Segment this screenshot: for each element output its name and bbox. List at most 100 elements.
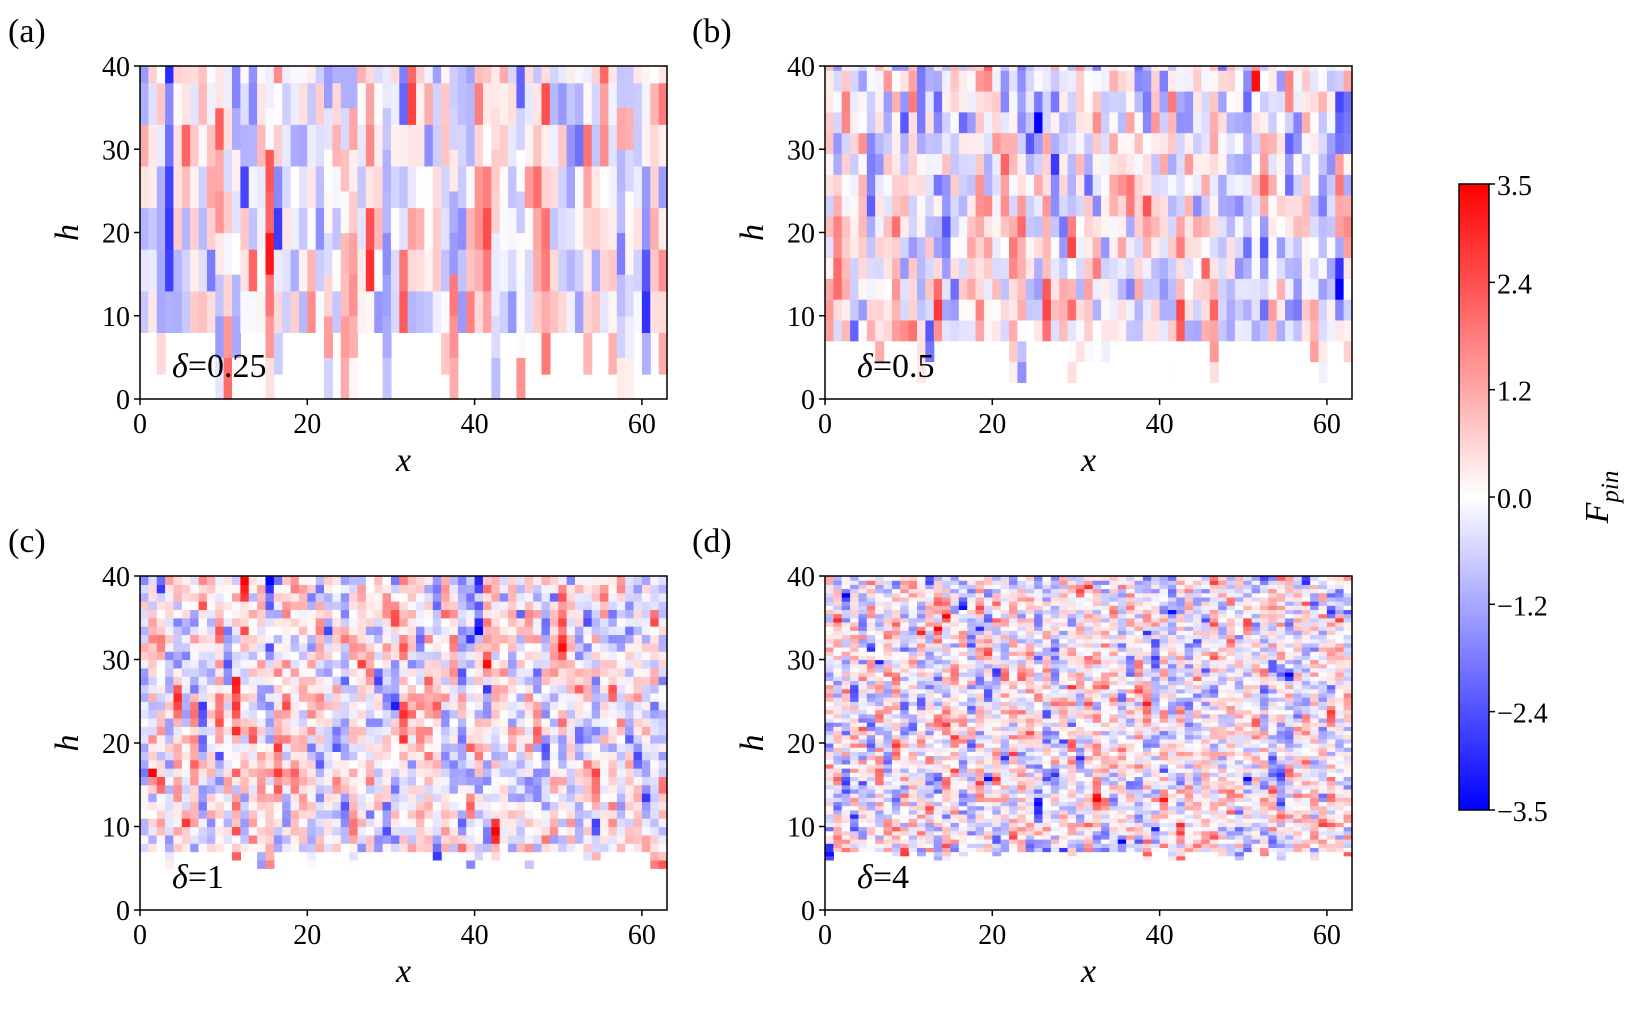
heat-cell [466,124,476,167]
heat-cell [181,609,191,619]
heat-cell [190,793,200,803]
heat-cell [850,768,860,773]
heat-cell [198,667,208,677]
heat-cell [917,646,926,652]
heat-cell [257,692,267,702]
heat-cell [1000,768,1010,773]
heat-cell [248,692,258,702]
heat-cell [474,642,484,652]
heat-cell [858,747,868,752]
heat-cell [825,743,834,748]
heat-cell [324,315,333,358]
heat-cell [449,609,459,619]
heat-cell [1000,801,1010,807]
heat-cell [925,692,935,698]
heat-cell [908,90,918,113]
heat-cell [524,726,534,736]
heat-cell [658,709,668,719]
heat-cell [833,688,843,694]
heat-cell [850,592,860,598]
heat-cell [315,626,325,636]
heat-cell [1000,692,1010,698]
heat-cell [883,319,893,342]
heat-cell [891,596,901,602]
heat-cell [866,772,876,777]
heat-cell [307,249,317,292]
heat-cell [600,784,610,794]
heat-cell [1142,257,1152,279]
heat-cell [1017,132,1027,155]
heat-cell [1201,174,1211,196]
heat-cell [1310,257,1320,279]
heat-cell [958,805,968,811]
heat-cell [608,609,618,619]
heat-cell [983,705,993,711]
heat-cell [1184,70,1194,92]
heat-cell [967,843,977,848]
heat-cell [1167,153,1177,175]
heat-cell [625,776,635,786]
heat-cell [900,584,910,590]
heat-cell [625,701,635,711]
heat-cell [925,90,935,113]
heat-cell [298,809,308,819]
heat-cell [240,843,250,853]
heat-cell [290,249,300,292]
heat-cell [850,601,860,606]
heat-cell [975,655,985,661]
heat-cell [282,290,292,333]
heat-cell [282,818,292,828]
heat-cell [382,726,392,736]
heat-cell [833,609,843,615]
heat-cell [290,843,300,853]
heat-cell [850,788,860,794]
heat-cell [181,576,191,585]
heat-cell [983,805,993,811]
heat-cell [508,609,518,619]
heat-cell [841,809,851,815]
heat-cell [566,726,576,736]
heat-cell [875,638,885,644]
heat-cell [240,576,250,585]
heat-cell [549,684,559,694]
heat-cell [1301,319,1311,342]
heat-cell [223,709,233,719]
heat-cell [833,111,843,134]
heat-cell [156,584,166,594]
heat-cell [633,626,643,636]
heat-cell [1134,299,1144,321]
heat-cell [424,834,434,844]
heat-cell [265,626,275,636]
heat-cell [282,592,292,602]
heat-cell [833,659,843,665]
heat-cell [933,174,943,196]
heat-cell [900,667,910,673]
heat-cell [600,676,610,686]
heat-cell [165,66,175,84]
heat-cell [967,776,977,782]
heat-cell [825,701,834,707]
heat-cell [591,659,601,669]
heat-cell [273,601,283,610]
heat-cell [165,82,175,125]
heat-cell [558,726,568,736]
heat-cell [273,66,283,84]
heat-cell [933,834,943,840]
heat-cell [1000,763,1010,769]
heat-cell [858,592,868,598]
heat-cell [307,692,317,702]
heat-cell [390,592,400,602]
heat-cell [925,834,935,840]
heat-cell [499,734,509,744]
heat-cell [900,680,910,686]
heat-cell [891,132,901,155]
heat-cell [324,190,333,234]
heat-cell [983,717,993,723]
heat-cell [140,82,149,125]
heat-cell [1343,257,1353,279]
heat-cell [600,290,610,333]
heat-cell [850,630,860,636]
heat-cell [424,249,434,292]
heat-cell [616,274,626,317]
heat-cell [591,609,601,619]
